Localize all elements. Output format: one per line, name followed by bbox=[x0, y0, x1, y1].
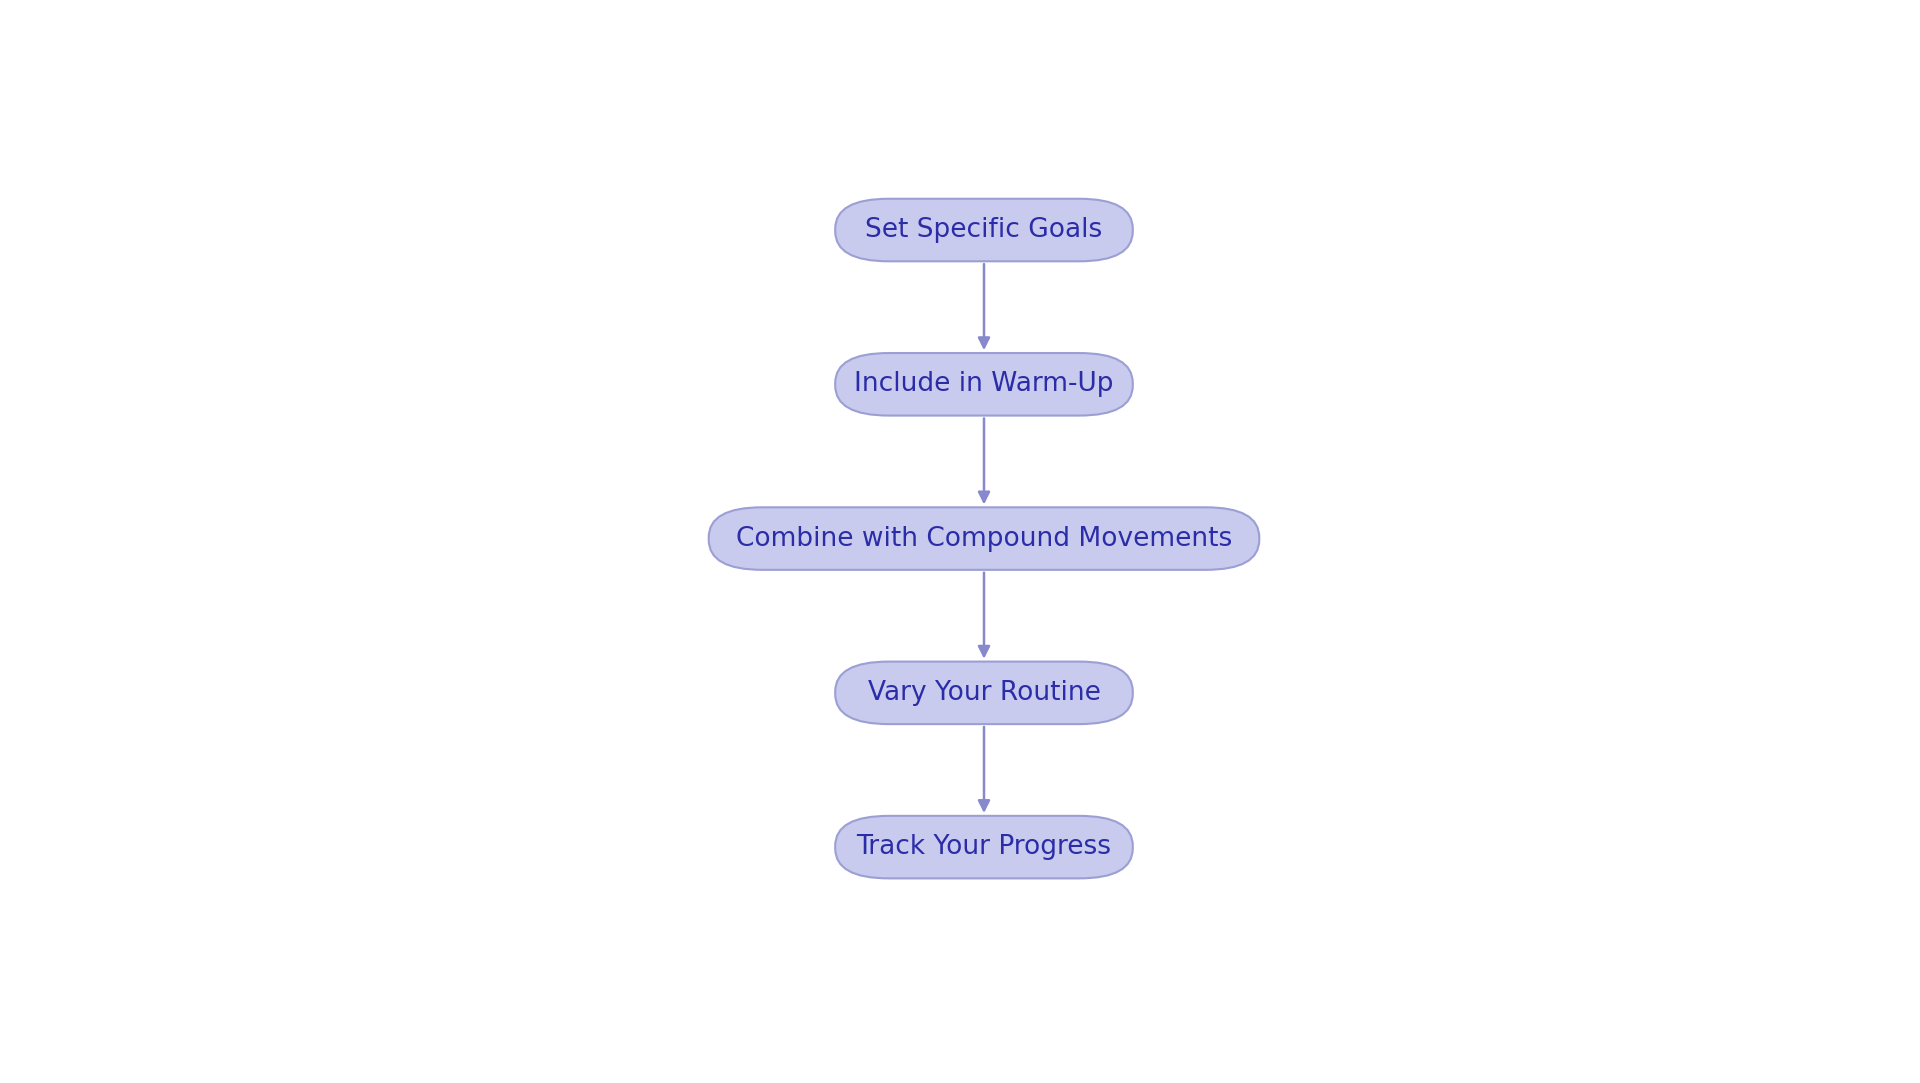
Text: Vary Your Routine: Vary Your Routine bbox=[868, 680, 1100, 706]
FancyBboxPatch shape bbox=[835, 199, 1133, 261]
FancyBboxPatch shape bbox=[708, 507, 1260, 570]
Text: Set Specific Goals: Set Specific Goals bbox=[866, 217, 1102, 243]
Text: Combine with Compound Movements: Combine with Compound Movements bbox=[735, 525, 1233, 551]
FancyBboxPatch shape bbox=[835, 662, 1133, 725]
FancyBboxPatch shape bbox=[835, 353, 1133, 416]
Text: Track Your Progress: Track Your Progress bbox=[856, 834, 1112, 860]
Text: Include in Warm-Up: Include in Warm-Up bbox=[854, 371, 1114, 397]
FancyBboxPatch shape bbox=[835, 815, 1133, 878]
